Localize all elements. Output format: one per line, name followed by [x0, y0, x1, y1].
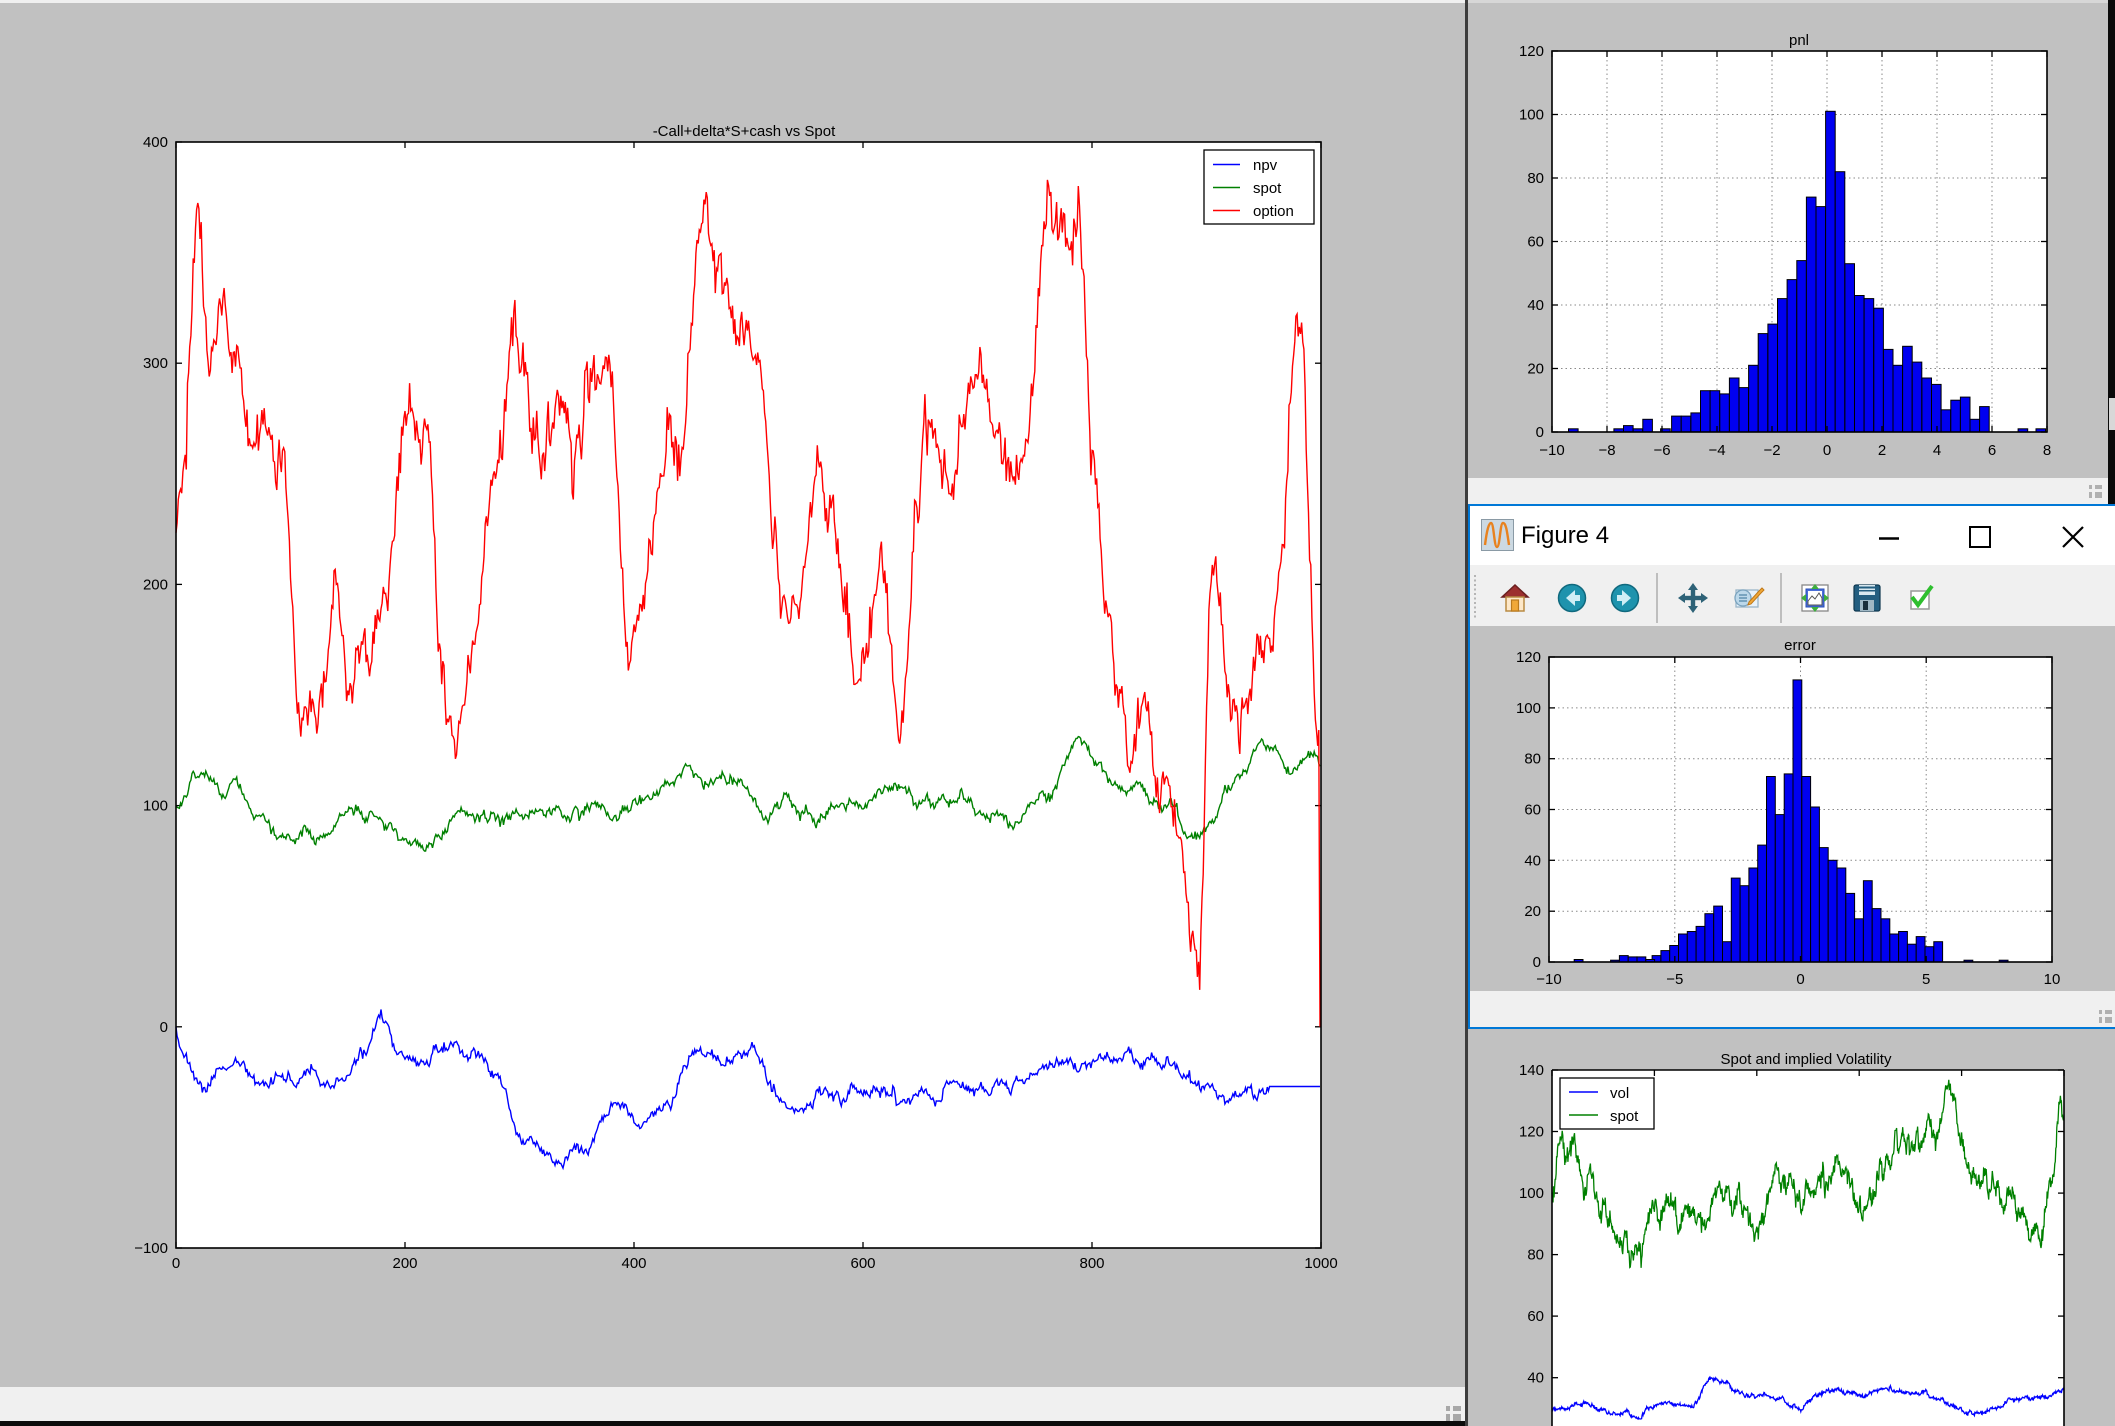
svg-text:1000: 1000: [1304, 1255, 1337, 1272]
svg-text:40: 40: [1527, 1370, 1544, 1387]
svg-text:140: 140: [1519, 1062, 1544, 1079]
svg-text:spot: spot: [1610, 1108, 1639, 1125]
svg-text:600: 600: [850, 1255, 875, 1272]
svg-text:spot: spot: [1253, 180, 1282, 197]
svg-text:2: 2: [1878, 442, 1886, 459]
svg-text:300: 300: [143, 355, 168, 372]
svg-text:60: 60: [1527, 234, 1544, 251]
svg-text:−6: −6: [1653, 442, 1670, 459]
svg-text:−10: −10: [1539, 442, 1564, 459]
svg-text:8: 8: [2043, 442, 2051, 459]
svg-text:pnl: pnl: [1789, 32, 1809, 49]
svg-text:200: 200: [392, 1255, 417, 1272]
svg-text:0: 0: [160, 1019, 168, 1036]
svg-text:0: 0: [1823, 442, 1831, 459]
svg-text:80: 80: [1527, 170, 1544, 187]
svg-text:−100: −100: [134, 1240, 168, 1257]
svg-text:−4: −4: [1708, 442, 1725, 459]
svg-text:0: 0: [1536, 424, 1544, 441]
svg-text:−8: −8: [1598, 442, 1615, 459]
svg-text:−2: −2: [1763, 442, 1780, 459]
svg-text:100: 100: [1519, 1185, 1544, 1202]
svg-text:Spot and implied Volatility: Spot and implied Volatility: [1721, 1051, 1892, 1068]
svg-text:4: 4: [1933, 442, 1941, 459]
svg-text:200: 200: [143, 576, 168, 593]
svg-text:vol: vol: [1610, 1085, 1629, 1102]
svg-text:120: 120: [1519, 43, 1544, 60]
svg-text:-Call+delta*S+cash vs Spot: -Call+delta*S+cash vs Spot: [653, 123, 836, 140]
svg-text:40: 40: [1527, 297, 1544, 314]
svg-text:6: 6: [1988, 442, 1996, 459]
svg-text:npv: npv: [1253, 157, 1278, 174]
svg-text:80: 80: [1527, 1247, 1544, 1264]
svg-text:400: 400: [143, 134, 168, 151]
svg-text:option: option: [1253, 203, 1294, 220]
svg-text:120: 120: [1519, 1124, 1544, 1141]
svg-text:0: 0: [172, 1255, 180, 1272]
svg-text:60: 60: [1527, 1308, 1544, 1325]
svg-text:100: 100: [1519, 107, 1544, 124]
svg-text:20: 20: [1527, 361, 1544, 378]
svg-text:400: 400: [621, 1255, 646, 1272]
svg-text:800: 800: [1079, 1255, 1104, 1272]
svg-text:100: 100: [143, 798, 168, 815]
